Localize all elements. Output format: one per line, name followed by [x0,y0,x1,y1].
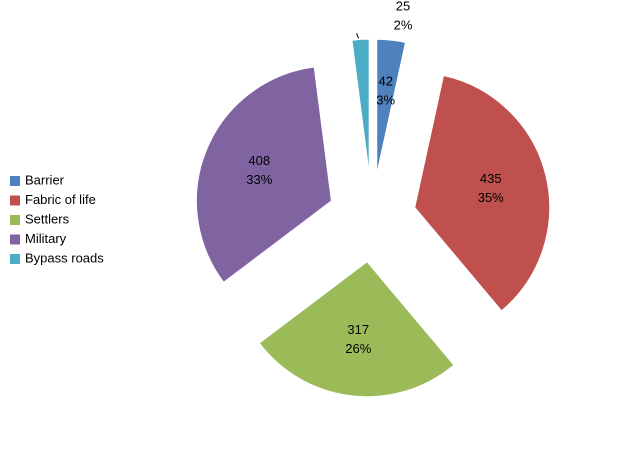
legend-label: Barrier [25,172,65,187]
percent-label: 2% [394,17,413,32]
value-label: 25 [396,0,410,13]
leader-line [356,33,360,39]
value-label: 435 [480,171,502,186]
legend-swatch [10,176,20,186]
value-label: 317 [347,322,369,337]
pie-slice [351,38,370,175]
pie-slice [376,38,407,175]
pie-slice [258,261,455,398]
percent-label: 33% [246,172,272,187]
legend-swatch [10,215,20,225]
legend-label: Fabric of life [25,192,96,207]
legend-label: Settlers [25,211,70,226]
percent-label: 26% [345,341,371,356]
value-label: 42 [378,73,392,88]
percent-label: 3% [376,92,395,107]
percent-label: 35% [478,190,504,205]
pie-slice [195,66,332,283]
legend-swatch [10,195,20,206]
pie-slice [414,74,551,312]
legend-label: Bypass roads [25,250,104,265]
legend-swatch [10,234,20,245]
legend-swatch [10,254,20,264]
value-label: 408 [248,153,270,168]
legend-label: Military [25,231,67,246]
